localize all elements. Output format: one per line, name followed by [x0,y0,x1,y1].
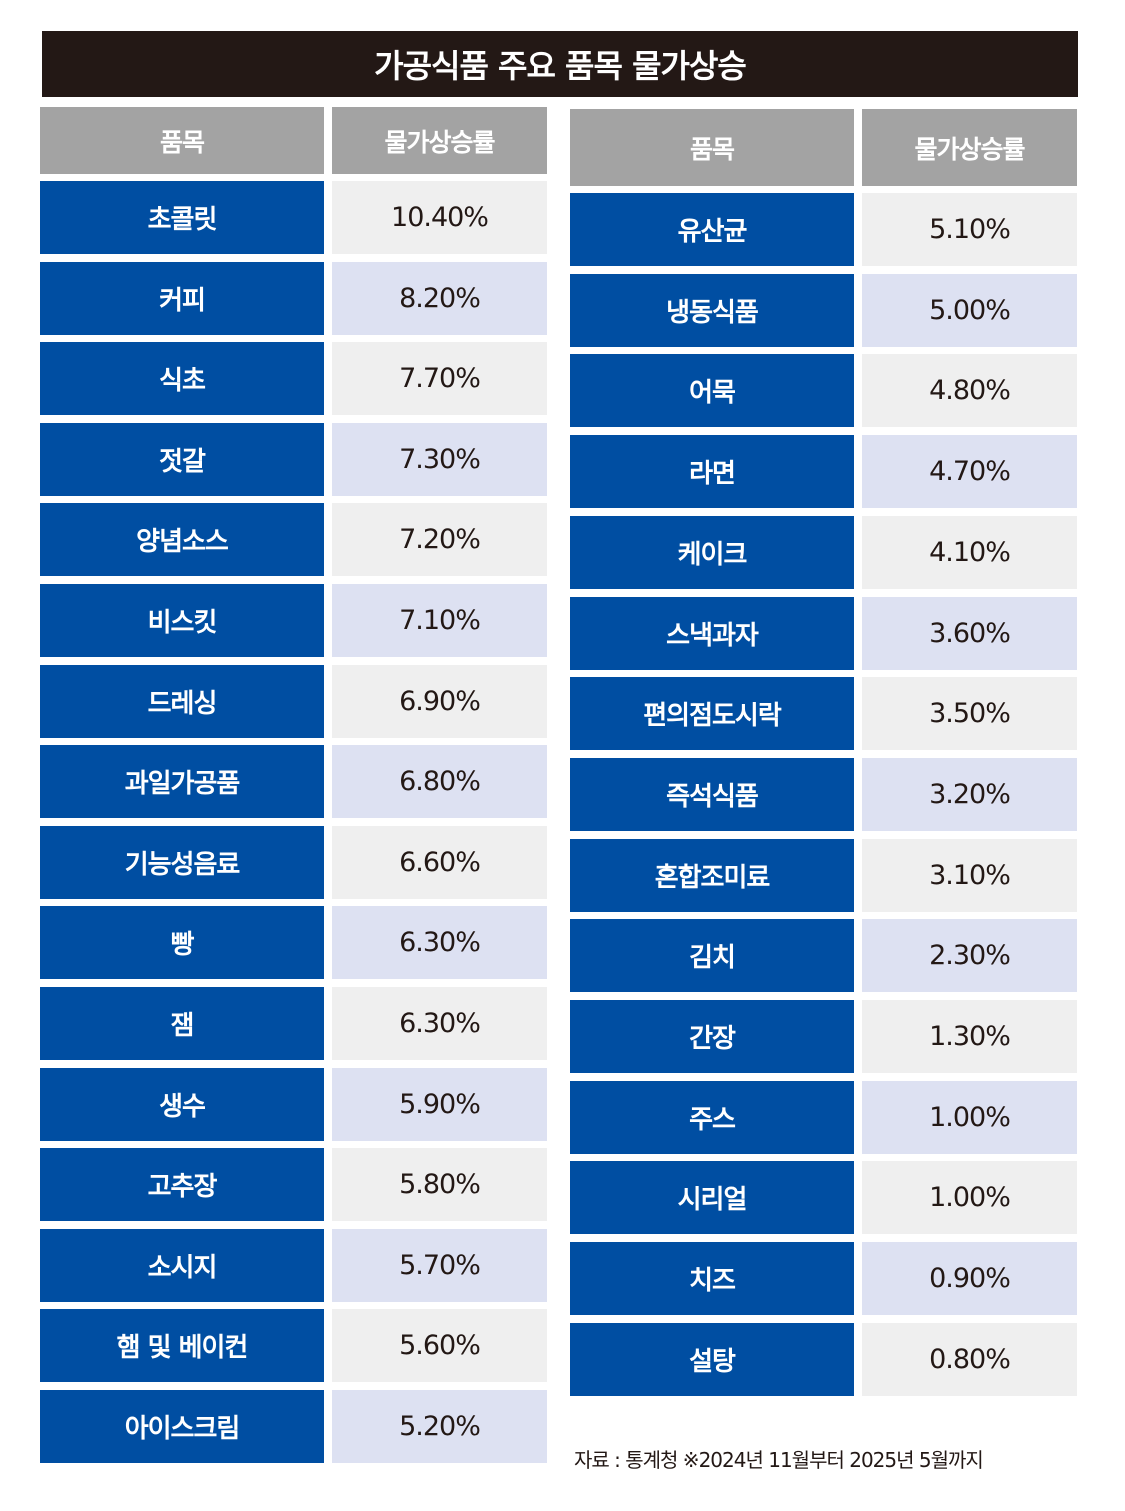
item-name-cell: 즉석식품 [570,758,854,831]
item-name-cell: 라면 [570,435,854,508]
left-header-item: 품목 [40,107,324,174]
right-header-rate: 물가상승률 [862,109,1077,186]
rate-value-cell: 0.90% [862,1242,1077,1315]
rate-value-cell: 7.70% [332,342,547,415]
left-header-rate: 물가상승률 [332,107,547,174]
item-name-cell: 치즈 [570,1242,854,1315]
item-name-cell: 커피 [40,262,324,335]
rate-value-cell: 6.90% [332,665,547,738]
item-name-cell: 냉동식품 [570,274,854,347]
rate-value-cell: 6.80% [332,745,547,818]
rate-value-cell: 3.10% [862,839,1077,912]
item-name-cell: 시리얼 [570,1161,854,1234]
item-name-cell: 기능성음료 [40,826,324,899]
item-name-cell: 스낵과자 [570,597,854,670]
rate-value-cell: 10.40% [332,181,547,254]
right-header-item: 품목 [570,109,854,186]
item-name-cell: 양념소스 [40,503,324,576]
item-name-cell: 생수 [40,1068,324,1141]
item-name-cell: 간장 [570,1000,854,1073]
item-name-cell: 빵 [40,906,324,979]
item-name-cell: 비스킷 [40,584,324,657]
item-name-cell: 햄 및 베이컨 [40,1309,324,1382]
rate-value-cell: 3.50% [862,677,1077,750]
rate-value-cell: 2.30% [862,919,1077,992]
rate-value-cell: 5.10% [862,193,1077,266]
rate-value-cell: 7.10% [332,584,547,657]
rate-value-cell: 5.80% [332,1148,547,1221]
rate-value-cell: 7.20% [332,503,547,576]
rate-value-cell: 5.70% [332,1229,547,1302]
item-name-cell: 유산균 [570,193,854,266]
rate-value-cell: 4.70% [862,435,1077,508]
item-name-cell: 초콜릿 [40,181,324,254]
chart-title: 가공식품 주요 품목 물가상승 [42,31,1078,97]
rate-value-cell: 6.60% [332,826,547,899]
item-name-cell: 드레싱 [40,665,324,738]
rate-value-cell: 5.20% [332,1390,547,1463]
item-name-cell: 과일가공품 [40,745,324,818]
rate-value-cell: 7.30% [332,423,547,496]
item-name-cell: 잼 [40,987,324,1060]
item-name-cell: 젓갈 [40,423,324,496]
rate-value-cell: 4.80% [862,354,1077,427]
item-name-cell: 어묵 [570,354,854,427]
rate-value-cell: 8.20% [332,262,547,335]
item-name-cell: 아이스크림 [40,1390,324,1463]
item-name-cell: 설탕 [570,1323,854,1396]
rate-value-cell: 6.30% [332,906,547,979]
item-name-cell: 케이크 [570,516,854,589]
item-name-cell: 식초 [40,342,324,415]
item-name-cell: 김치 [570,919,854,992]
rate-value-cell: 6.30% [332,987,547,1060]
rate-value-cell: 1.30% [862,1000,1077,1073]
item-name-cell: 혼합조미료 [570,839,854,912]
item-name-cell: 소시지 [40,1229,324,1302]
rate-value-cell: 5.00% [862,274,1077,347]
item-name-cell: 주스 [570,1081,854,1154]
rate-value-cell: 0.80% [862,1323,1077,1396]
rate-value-cell: 1.00% [862,1081,1077,1154]
rate-value-cell: 3.20% [862,758,1077,831]
rate-value-cell: 3.60% [862,597,1077,670]
rate-value-cell: 1.00% [862,1161,1077,1234]
source-note: 자료 : 통계청 ※2024년 11월부터 2025년 5월까지 [574,1448,984,1472]
rate-value-cell: 5.60% [332,1309,547,1382]
rate-value-cell: 5.90% [332,1068,547,1141]
item-name-cell: 편의점도시락 [570,677,854,750]
rate-value-cell: 4.10% [862,516,1077,589]
item-name-cell: 고추장 [40,1148,324,1221]
